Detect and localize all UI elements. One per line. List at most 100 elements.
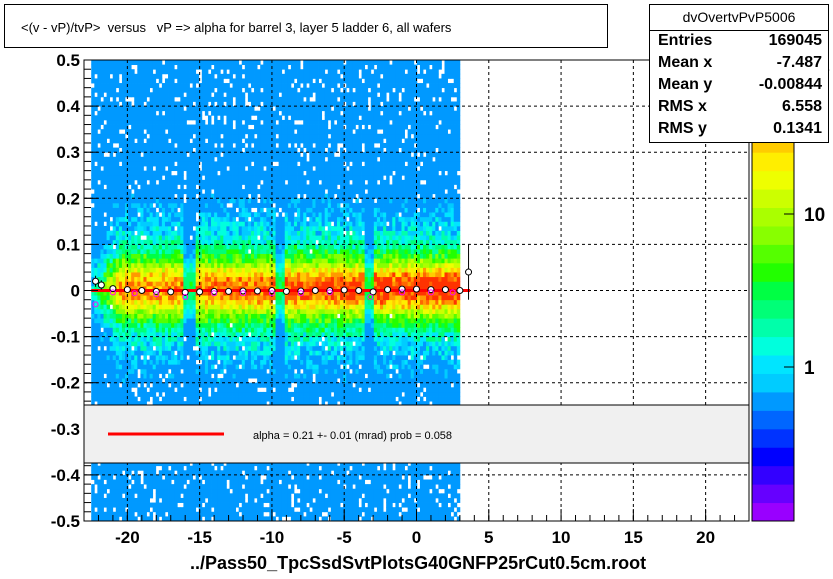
density-cell: [235, 327, 240, 333]
density-cell: [140, 258, 144, 264]
density-cell: [164, 216, 169, 222]
density-cell: [238, 474, 243, 480]
density-cell: [128, 133, 132, 139]
density-cell: [158, 382, 163, 388]
density-cell: [103, 216, 107, 222]
density-cell: [229, 225, 233, 231]
density-cell: [195, 465, 200, 471]
density-cell: [204, 184, 209, 190]
density-cell: [112, 147, 117, 153]
density-cell: [232, 378, 237, 384]
density-cell: [201, 166, 206, 172]
density-cell: [140, 87, 144, 93]
density-cell: [174, 313, 178, 319]
density-cell: [220, 175, 224, 181]
density-cell: [204, 488, 209, 494]
density-cell: [168, 299, 172, 305]
density-cell: [177, 175, 181, 181]
density-cell: [100, 73, 104, 79]
density-cell: [146, 493, 150, 499]
density-cell: [189, 253, 193, 259]
density-cell: [244, 230, 249, 236]
density-cell: [128, 78, 132, 84]
density-cell: [137, 497, 141, 503]
density-cell: [152, 64, 157, 70]
density-cell: [211, 262, 215, 268]
density-cell: [140, 387, 144, 393]
density-cell: [171, 336, 175, 342]
density-cell: [112, 322, 117, 328]
density-cell: [195, 401, 200, 407]
density-cell: [211, 488, 215, 494]
density-cell: [195, 87, 200, 93]
density-cell: [155, 373, 160, 379]
density-cell: [229, 119, 233, 125]
density-cell: [235, 83, 240, 89]
density-cell: [220, 382, 224, 388]
density-cell: [211, 129, 215, 135]
density-cell: [143, 391, 147, 397]
density-cell: [115, 461, 120, 467]
density-cell: [158, 470, 163, 476]
density-cell: [97, 511, 101, 517]
density-cell: [121, 69, 126, 75]
density-cell: [217, 322, 221, 328]
density-cell: [131, 119, 135, 125]
density-cell: [134, 161, 138, 167]
density-cell: [201, 133, 206, 139]
density-cell: [214, 179, 218, 185]
density-cell: [186, 322, 190, 328]
density-cell: [195, 101, 200, 107]
density-cell: [134, 96, 138, 102]
density-cell: [97, 69, 101, 75]
density-cell: [128, 276, 132, 282]
density-cell: [168, 378, 172, 384]
density-cell: [235, 175, 240, 181]
density-cell: [171, 249, 175, 255]
density-cell: [192, 516, 197, 522]
density-cell: [250, 331, 255, 337]
density-cell: [171, 239, 175, 245]
density-cell: [100, 92, 104, 98]
density-cell: [244, 73, 249, 79]
density-cell: [186, 115, 190, 121]
density-cell: [195, 244, 200, 250]
density-cell: [146, 267, 150, 273]
density-cell: [149, 267, 154, 273]
density-cell: [121, 516, 126, 522]
density-cell: [115, 60, 120, 66]
density-cell: [192, 304, 197, 310]
density-cell: [226, 101, 230, 107]
density-cell: [168, 119, 172, 125]
density-cell: [131, 221, 135, 227]
density-cell: [204, 350, 209, 356]
density-cell: [118, 235, 123, 241]
density-cell: [121, 318, 126, 324]
density-cell: [186, 184, 190, 190]
density-cell: [137, 336, 141, 342]
density-cell: [217, 230, 221, 236]
density-cell: [137, 465, 141, 471]
density-cell: [204, 484, 209, 490]
density-cell: [247, 387, 252, 393]
density-cell: [137, 170, 141, 176]
density-cell: [168, 142, 172, 148]
density-cell: [201, 493, 206, 499]
density-cell: [91, 258, 95, 264]
density-cell: [250, 465, 255, 471]
density-cell: [97, 290, 101, 296]
density-cell: [211, 221, 215, 227]
density-cell: [121, 258, 126, 264]
density-cell: [106, 304, 111, 310]
density-cell: [97, 161, 101, 167]
density-cell: [180, 92, 184, 98]
density-cell: [226, 267, 230, 273]
density-cell: [134, 244, 138, 250]
density-cell: [94, 493, 98, 499]
density-cell: [128, 488, 132, 494]
density-cell: [189, 359, 193, 365]
density-cell: [171, 304, 175, 310]
density-cell: [171, 295, 175, 301]
density-cell: [146, 216, 150, 222]
density-cell: [201, 295, 206, 301]
